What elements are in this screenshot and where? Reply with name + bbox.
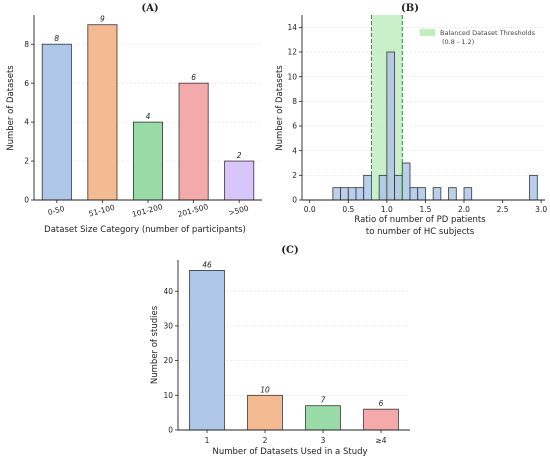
b-x-tick-label: 2.0 [458, 205, 470, 214]
c-y-tick-label: 30 [163, 322, 173, 331]
panel-c-y-axis-label: Number of studies [150, 305, 160, 384]
a-data-label: 4 [146, 112, 151, 121]
panel-c-bars [189, 270, 399, 431]
c-x-tick-label: 2 [263, 436, 268, 445]
c-x-tick-label: 1 [205, 436, 210, 445]
b-histogram-bar [417, 187, 426, 201]
c-data-label: 7 [321, 396, 326, 405]
a-y-tick-label: 8 [24, 40, 29, 49]
c-y-tick-label: 10 [163, 391, 173, 400]
a-bar [178, 82, 209, 201]
c-data-label: 6 [379, 399, 384, 408]
a-y-tick-label: 2 [24, 157, 29, 166]
b-histogram-bar [386, 51, 395, 201]
panel-b-x-axis-label: Ratio of number of PD patients [354, 215, 486, 225]
a-y-tick-label: 4 [24, 118, 29, 127]
c-bar [363, 408, 399, 431]
b-histogram-bar [347, 187, 357, 201]
b-x-tick-label: 0.5 [342, 205, 354, 214]
a-data-label: 8 [54, 34, 59, 43]
a-bar [133, 121, 163, 201]
c-y-tick-label: 0 [168, 426, 173, 435]
b-histogram-bar [409, 187, 419, 201]
panel-b-legend-label-line2: (0.8 - 1.2) [442, 38, 474, 46]
b-histogram-bar [363, 174, 372, 201]
a-data-label: 2 [237, 151, 242, 160]
panel-a-title: (A) [141, 3, 158, 14]
a-data-label: 9 [100, 15, 105, 24]
panel-c: 46 10 7 6 0 10 20 30 40 1 2 3 ≥4 (C) Number of Dat… [150, 245, 410, 457]
b-histogram-bar [332, 187, 341, 201]
b-histogram-bar [463, 187, 473, 201]
c-bar [189, 270, 225, 431]
c-y-tick-label: 40 [163, 287, 173, 296]
c-bar [247, 394, 283, 431]
b-histogram-bar [355, 187, 365, 201]
panel-b-x-axis-label-line2: to number of HC subjects [366, 227, 475, 237]
panel-b-legend: Balanced Dataset Thresholds (0.8 - 1.2) [420, 29, 536, 46]
panel-b-legend-label: Balanced Dataset Thresholds [440, 29, 536, 37]
panel-b-grid [302, 27, 545, 176]
panel-c-title: (C) [281, 245, 298, 256]
b-histogram-bar [432, 187, 442, 201]
a-bar [87, 24, 118, 201]
a-bar [224, 160, 255, 201]
b-histogram-bar [529, 174, 538, 201]
b-y-tick-label: 6 [292, 122, 297, 131]
a-y-tick-label: 6 [24, 79, 29, 88]
panel-b-y-axis-label: Number of Datasets [275, 65, 285, 151]
panel-a-y-axis-label: Number of Datasets [6, 65, 16, 151]
panel-b: 0 2 4 6 8 10 12 14 0.0 0.5 1.0 1.5 2.0 2.5 3.0 (B) Ra… [275, 3, 547, 237]
b-y-tick-label: 10 [287, 72, 297, 81]
b-y-tick-label: 0 [292, 196, 297, 205]
panel-c-x-ticks: 1 2 3 ≥4 [205, 430, 387, 445]
a-y-tick-label: 0 [24, 196, 29, 205]
b-x-tick-label: 1.5 [419, 205, 431, 214]
a-bar [41, 43, 72, 201]
b-histogram-bar [448, 187, 457, 201]
panel-c-data-labels: 46 10 7 6 [202, 260, 383, 408]
c-x-tick-label: ≥4 [375, 436, 386, 445]
panel-b-y-ticks: 0 2 4 6 8 10 12 14 [287, 23, 302, 205]
panel-a-data-labels: 8 9 4 6 2 [54, 15, 241, 160]
c-data-label: 46 [202, 260, 212, 269]
b-x-tick-label: 3.0 [535, 205, 547, 214]
b-y-tick-label: 14 [287, 23, 297, 32]
b-y-tick-label: 2 [292, 171, 297, 180]
panel-c-y-ticks: 0 10 20 30 40 [163, 287, 178, 435]
c-data-label: 10 [260, 385, 270, 394]
b-x-tick-label: 0.0 [304, 205, 316, 214]
b-y-tick-label: 12 [287, 48, 297, 57]
b-histogram-bar [340, 187, 349, 201]
panel-b-title: (B) [401, 3, 419, 14]
c-x-tick-label: 3 [321, 436, 326, 445]
panel-b-x-ticks: 0.0 0.5 1.0 1.5 2.0 2.5 3.0 [304, 200, 547, 214]
c-bar [305, 405, 341, 431]
b-histogram-bar [401, 162, 411, 201]
a-data-label: 6 [191, 73, 196, 82]
panel-b-legend-swatch [420, 29, 435, 36]
b-y-tick-label: 4 [292, 146, 297, 155]
panel-a-x-axis-label: Dataset Size Category (number of partici… [44, 225, 246, 235]
b-x-tick-label: 2.5 [497, 205, 509, 214]
panel-a-y-ticks: 0 2 4 6 8 [24, 40, 34, 205]
a-x-tick-label: 0-50 [47, 204, 66, 217]
panel-c-grid [178, 290, 410, 396]
b-x-tick-label: 1.0 [381, 205, 393, 214]
b-histogram-bar [378, 174, 388, 201]
c-y-tick-label: 20 [163, 356, 173, 365]
b-histogram-bar [394, 174, 403, 201]
b-y-tick-label: 8 [292, 97, 297, 106]
panel-c-x-axis-label: Number of Datasets Used in a Study [212, 447, 367, 457]
